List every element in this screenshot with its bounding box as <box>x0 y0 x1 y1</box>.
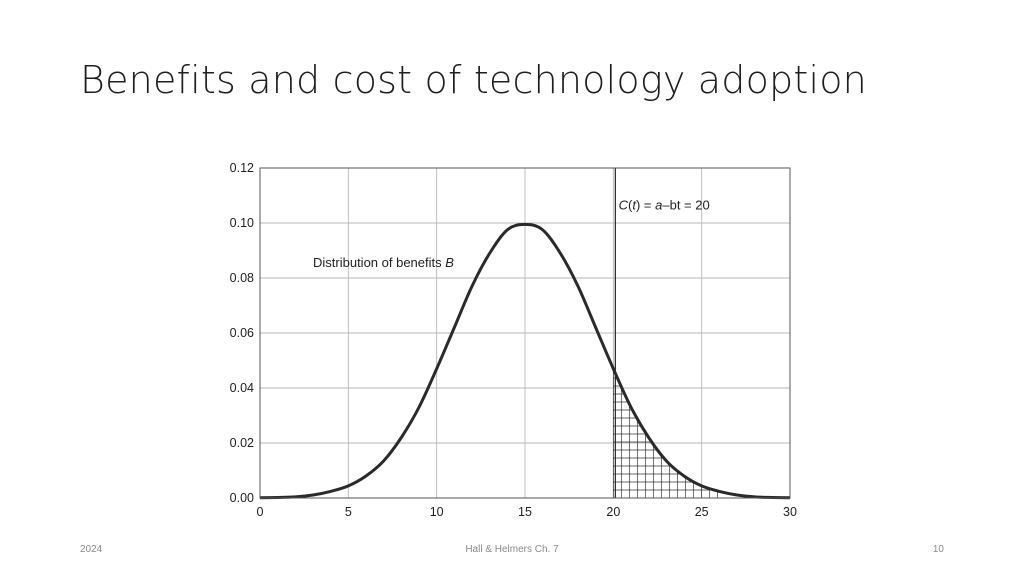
slide-title: Benefits and cost of technology adoption <box>80 58 867 102</box>
footer-source: Hall & Helmers Ch. 7 <box>465 544 559 555</box>
y-tick-label: 0.12 <box>230 161 254 175</box>
footer-page-number: 10 <box>932 544 944 555</box>
footer-date: 2024 <box>80 544 103 555</box>
x-tick-label: 15 <box>518 505 532 519</box>
plot-frame <box>259 167 791 499</box>
benefit-series-line <box>259 222 791 500</box>
y-tick-label: 0.04 <box>230 381 254 395</box>
x-tick-label: 20 <box>606 505 620 519</box>
x-tick-label: 25 <box>695 505 709 519</box>
plot-border <box>259 167 791 499</box>
grid-lines <box>259 167 791 499</box>
tick-labels: 0 5 10 15 20 25 30 0.00 0.02 0.04 0.06 0.08 0.10 0.12 <box>230 161 797 519</box>
y-tick-label: 0.00 <box>230 491 254 505</box>
cost-equation-label: C(t) = a–bt = 20 <box>619 197 710 212</box>
y-tick-label: 0.06 <box>230 326 254 340</box>
x-tick-label: 5 <box>345 505 352 519</box>
annotations: Distribution of benefits B C(t) = a–bt = … <box>313 197 710 270</box>
benefit-curve <box>259 222 791 500</box>
benefit-distribution-label: Distribution of benefits B <box>313 255 454 270</box>
x-tick-label: 10 <box>430 505 444 519</box>
x-tick-label: 30 <box>783 505 797 519</box>
y-tick-label: 0.08 <box>230 271 254 285</box>
y-tick-label: 0.02 <box>230 436 254 450</box>
x-tick-label: 0 <box>257 505 264 519</box>
y-tick-label: 0.10 <box>230 216 254 230</box>
